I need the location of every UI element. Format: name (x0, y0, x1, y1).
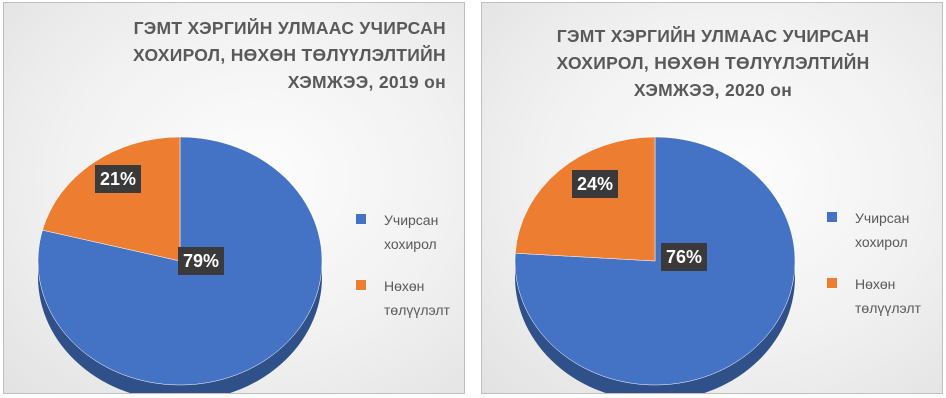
data-label-slice-2: 21% (95, 165, 142, 193)
legend-item-uchirsan: Учирсан хохирол (827, 206, 921, 254)
legend-label: Нөхөн (384, 278, 425, 294)
legend-label: төлүүлэлт (384, 302, 450, 318)
chart-panel-2020: ГЭМТ ХЭРГИЙН УЛМААС УЧИРСАН ХОХИРОЛ, НӨХ… (481, 2, 943, 394)
legend-label: Учирсан (855, 210, 910, 226)
legend-swatch (827, 212, 837, 222)
legend-swatch (827, 278, 837, 288)
data-label-slice-1: 79% (178, 247, 225, 275)
legend-label: хохирол (384, 236, 437, 252)
legend-item-nokhon: Нөхөн төлүүлэлт (827, 272, 921, 320)
chart-title-line: ХОХИРОЛ, НӨХӨН ТӨЛҮҮЛЭЛТИЙН (132, 45, 446, 65)
data-label-slice-1: 76% (661, 243, 708, 271)
data-label-slice-2: 24% (572, 170, 619, 198)
legend: Учирсан хохирол Нөхөн төлүүлэлт (356, 208, 450, 340)
legend-label: Учирсан (384, 212, 439, 228)
chart-title-line: ГЭМТ ХЭРГИЙН УЛМААС УЧИРСАН (556, 26, 870, 46)
chart-panel-2019: ГЭМТ ХЭРГИЙН УЛМААС УЧИРСАН ХОХИРОЛ, НӨХ… (3, 2, 465, 394)
chart-title-line: ХЭМЖЭЭ, 2020 он (633, 80, 793, 100)
pie-slice-1 (514, 136, 796, 386)
legend: Учирсан хохирол Нөхөн төлүүлэлт (827, 206, 921, 338)
chart-title: ГЭМТ ХЭРГИЙН УЛМААС УЧИРСАН ХОХИРОЛ, НӨХ… (482, 23, 942, 104)
legend-label: хохирол (855, 234, 908, 250)
legend-label: төлүүлэлт (855, 300, 921, 316)
legend-item-nokhon: Нөхөн төлүүлэлт (356, 274, 450, 322)
legend-swatch (356, 280, 366, 290)
pie-chart (514, 136, 796, 393)
legend-item-uchirsan: Учирсан хохирол (356, 208, 450, 256)
chart-title-line: ХОХИРОЛ, НӨХӨН ТӨЛҮҮЛЭЛТИЙН (556, 53, 870, 73)
pie-slice-2 (515, 136, 656, 262)
chart-title: ГЭМТ ХЭРГИЙН УЛМААС УЧИРСАН ХОХИРОЛ, НӨХ… (133, 15, 446, 96)
pie-slice-2 (42, 136, 181, 262)
chart-title-line: ГЭМТ ХЭРГИЙН УЛМААС УЧИРСАН (133, 18, 446, 38)
legend-label: Нөхөн (855, 276, 896, 292)
legend-swatch (356, 214, 366, 224)
chart-title-line: ХЭМЖЭЭ, 2019 он (287, 72, 446, 92)
